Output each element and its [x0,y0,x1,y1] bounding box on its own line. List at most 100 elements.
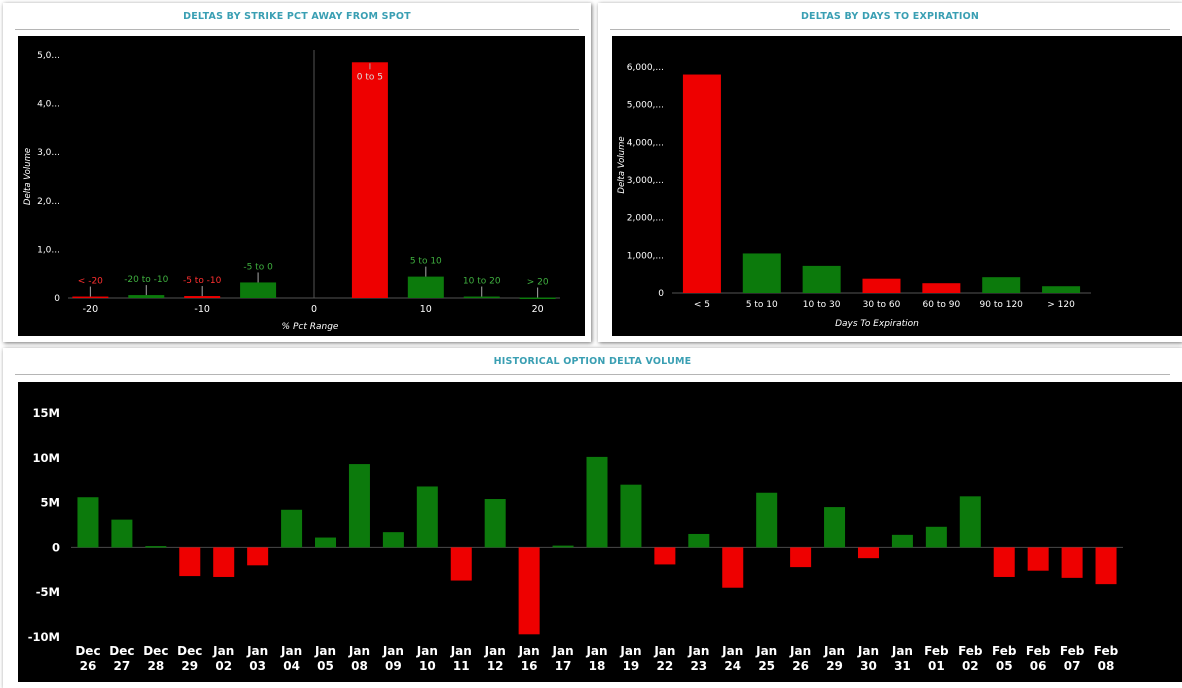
x-tick-label-day: 26 [80,659,97,673]
x-tick-label-month: Jan [484,644,506,658]
bar [72,296,109,299]
data-label: -5 to -10 [183,276,222,286]
bar [348,464,370,548]
bar [351,62,388,298]
y-tick-label: 4,0... [37,100,60,110]
y-tick-label: 5,000,... [627,101,664,111]
x-tick-label-day: 05 [996,659,1013,673]
strike-pct-plot-area: 0 1,0... 2,0... 3,0... 4,0... 5,0... -20 -10 0 10… [18,36,585,336]
x-tick-label-month: Jan [891,644,913,658]
x-tick-label-day: 27 [114,659,131,673]
data-label: 10 to 20 [463,277,501,287]
x-tick-label-day: 12 [487,659,504,673]
bar [240,282,277,298]
bar [518,547,540,635]
x-tick-label-month: Jan [755,644,777,658]
strike-pct-divider [15,29,579,30]
bar [891,534,913,548]
x-tick-label-month: Dec [109,644,134,658]
x-tick-label-day: 28 [147,659,164,673]
x-tick-label-day: 02 [215,659,232,673]
x-tick-label-month: Jan [416,644,438,658]
y-tick-label: -5M [36,585,60,599]
x-tick-label-day: 30 [860,659,877,673]
x-tick-label-month: Feb [1026,644,1051,658]
y-tick-label: 1,0... [37,245,60,255]
data-label: 0 to 5 [357,72,383,82]
bar [128,295,165,298]
x-tick-label-day: 22 [657,659,674,673]
x-tick-label-month: Jan [789,644,811,658]
x-tick-label-month: Jan [857,644,879,658]
bar [552,545,574,548]
bar [281,509,303,548]
bar [416,486,438,548]
x-tick-label-month: Jan [552,644,574,658]
x-tick-label-day: 24 [724,659,741,673]
bar [824,507,846,548]
y-tick-label: 5M [41,496,60,510]
y-tick-label: 5,0... [37,51,60,61]
x-tick-label-month: Jan [246,644,268,658]
x-tick-label-month: Jan [721,644,743,658]
x-tick-label-month: Dec [75,644,100,658]
x-tick-label-day: 17 [555,659,572,673]
x-tick-label-month: Jan [212,644,234,658]
bar [247,547,269,566]
bar [790,547,812,568]
bar [688,533,710,548]
x-axis-label: Days To Expiration [835,319,919,329]
bar [1027,547,1049,571]
x-tick-label-month: Jan [348,644,370,658]
x-tick-label-day: 11 [453,659,470,673]
x-tick-label-day: 29 [181,659,198,673]
bar [145,546,167,548]
bar [742,253,781,293]
x-tick-label-month: Jan [619,644,641,658]
bar [450,547,472,581]
bar [682,74,721,294]
x-tick-label: 0 [311,304,317,315]
x-tick-label-day: 16 [521,659,538,673]
x-tick-label: 10 [420,304,432,315]
x-tick-label-month: Jan [382,644,404,658]
x-tick-label: > 120 [1047,300,1075,310]
bar [184,296,221,298]
x-tick-label-day: 03 [249,659,266,673]
x-tick-label-month: Feb [1094,644,1119,658]
x-tick-label-day: 01 [928,659,945,673]
x-tick-label-day: 08 [1098,659,1115,673]
y-axis-label: Delta Volume [617,136,627,193]
x-tick-label: -20 [83,304,99,315]
x-tick-label-day: 06 [1030,659,1047,673]
bar [982,277,1021,293]
bar [407,276,444,298]
x-tick-label-day: 25 [758,659,775,673]
x-tick-label-month: Jan [280,644,302,658]
history-chart: 15M10M5M0-5M-10MDec26Dec27Dec28Dec29Jan0… [28,406,1123,673]
bar [484,499,506,548]
data-label: -5 to 0 [243,262,273,272]
x-tick-label: 20 [532,304,544,315]
x-tick-label-month: Jan [314,644,336,658]
x-tick-label: 60 to 90 [923,300,961,310]
x-tick-label-day: 26 [792,659,809,673]
x-tick-label-day: 23 [690,659,707,673]
x-tick-label: 90 to 120 [980,300,1024,310]
expiration-divider [610,29,1170,30]
bar [586,456,608,548]
bar [179,547,201,577]
x-tick-label: 5 to 10 [746,300,778,310]
bar [315,537,337,548]
bar [922,283,961,293]
expiration-plot-area: 0 1,000,... 2,000,... 3,000,... 4,000,... 5,0… [612,36,1182,336]
y-tick-label: 0 [52,540,60,554]
x-tick-label-day: 08 [351,659,368,673]
bar [1061,547,1083,578]
y-tick-label: 10M [33,451,60,465]
bar [756,492,778,548]
data-label: > 20 [527,278,549,288]
bar [993,547,1015,577]
x-tick-label-month: Jan [450,644,472,658]
x-tick-label: -10 [194,304,210,315]
